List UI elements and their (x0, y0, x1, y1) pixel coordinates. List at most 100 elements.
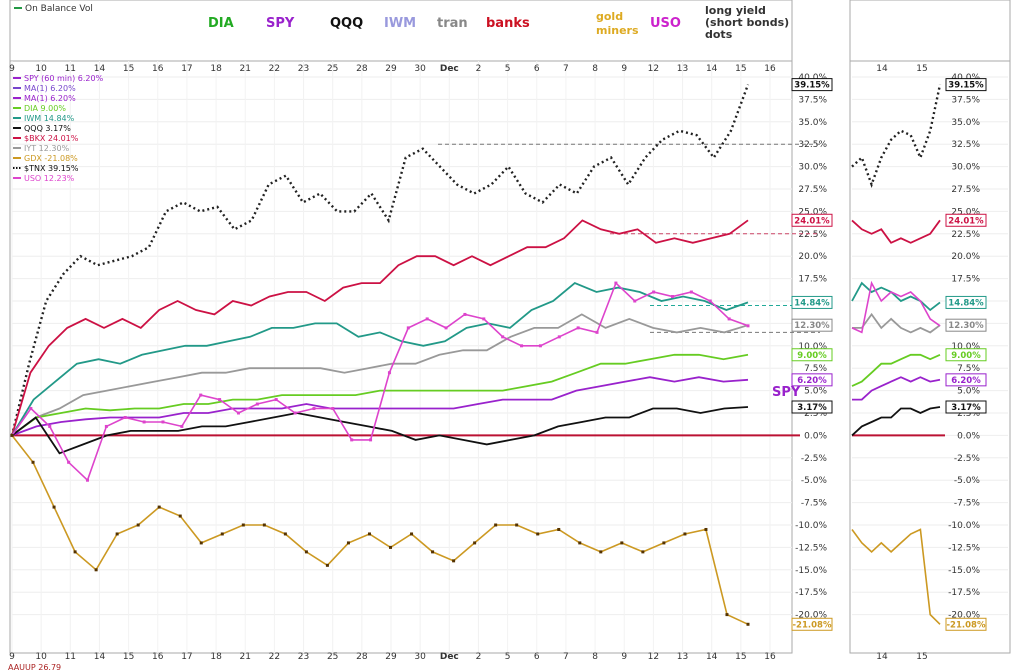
x-tick-label: Dec (440, 652, 459, 662)
badge-box (791, 295, 833, 309)
badge-mini-label: 9.00% (951, 351, 981, 361)
series-point-uso (746, 324, 750, 328)
badge-label: 9.00% (797, 351, 827, 361)
x-tick-label-top: 6 (534, 64, 540, 74)
x-tick-label-top: 11 (65, 64, 76, 74)
legend-item: USO 12.23% (24, 174, 75, 183)
x-tick-label-top: 15 (735, 64, 746, 74)
mini-series-line-iyt (852, 312, 941, 334)
y-tick-label: 2.5% (804, 409, 827, 419)
y-tick-label-mini: 32.5% (951, 140, 980, 150)
series-point-uso (236, 411, 240, 415)
series-point-uso (29, 407, 33, 411)
legend-item: $BKX 24.01% (24, 134, 79, 143)
x-tick-label: 5 (505, 652, 511, 662)
x-tick-label: 2 (476, 652, 482, 662)
y-tick-label-mini: -7.5% (954, 499, 981, 509)
series-point-uso (104, 424, 108, 428)
x-tick-label: 13 (677, 652, 688, 662)
series-point-gdx (557, 527, 561, 531)
badge-label: 12.30% (794, 321, 830, 331)
x-axis: 9910101111141415151616171718182121222223… (9, 64, 776, 662)
x-tick-label-mini: 15 (916, 652, 927, 662)
series-point-uso (293, 411, 297, 415)
x-tick-label-top: 16 (152, 64, 164, 74)
x-tick-label-mini-top: 15 (916, 64, 927, 74)
legend: SPY (60 min) 6.20%MA(1) 6.20%MA(1) 6.20%… (13, 74, 104, 183)
series-point-gdx (325, 563, 329, 567)
y-tick-label: 32.5% (798, 140, 827, 150)
y-tick-label-mini: 10.0% (951, 342, 980, 352)
x-tick-label: 15 (735, 652, 746, 662)
series-line-qqq (11, 406, 749, 455)
badge-mini-box (945, 78, 987, 92)
series-point-gdx (367, 532, 371, 536)
x-tick-label-top: 13 (677, 64, 688, 74)
mini-series-line-qqq (851, 406, 941, 437)
badge-label: 3.17% (797, 403, 827, 413)
x-tick-label-top: 28 (356, 64, 368, 74)
series-point-uso (708, 299, 712, 303)
x-tick-label: 16 (764, 652, 776, 662)
series-point-uso (425, 317, 429, 321)
badge-mini-label: 6.20% (951, 376, 981, 386)
badge-mini-label: 24.01% (948, 216, 984, 226)
series-point-gdx (746, 622, 750, 626)
x-tick-label: 30 (414, 652, 426, 662)
y-tick-label: 10.0% (798, 342, 827, 352)
x-tick-label: 11 (65, 652, 76, 662)
x-tick-label: 28 (356, 652, 368, 662)
x-tick-label-top: 8 (592, 64, 598, 74)
series-point-uso (689, 290, 693, 294)
x-tick-label-top: 9 (621, 64, 627, 74)
y-tick-label: -2.5% (801, 454, 828, 464)
series-label-dia: DIA (208, 16, 234, 31)
x-tick-label: 18 (210, 652, 222, 662)
series-point-gdx (515, 523, 519, 527)
series-point-uso (161, 420, 165, 424)
legend-item: $TNX 39.15% (24, 164, 79, 173)
badge-mini-box (945, 400, 987, 414)
series-label-gold2: miners (596, 24, 639, 37)
badge-box (791, 400, 833, 414)
series-point-uso (652, 290, 656, 294)
y-tick-label: 40.0% (798, 73, 827, 83)
series-label-ly2: (short bonds) (705, 16, 789, 29)
mini-series-line-uso (851, 280, 941, 334)
series-point-gdx (494, 523, 498, 527)
x-tick-label-top: 5 (505, 64, 511, 74)
y-tick-label-mini: 5.0% (957, 387, 980, 397)
y-tick-label: -10.0% (795, 521, 827, 531)
y-tick-label-mini: 35.0% (951, 118, 980, 128)
series-point-gdx (704, 527, 708, 531)
series-point-gdx (431, 550, 435, 554)
series-point-gdx (10, 433, 14, 437)
series-point-uso (482, 317, 486, 321)
legend-item: GDX -21.08% (24, 154, 78, 163)
series-point-uso (387, 371, 391, 375)
series-point-gdx (304, 550, 308, 554)
series-point-gdx (473, 541, 477, 545)
series-line-bkx (11, 219, 749, 436)
x-tick-label-top: 14 (706, 64, 718, 74)
badge-box (791, 78, 833, 92)
series-point-gdx (536, 532, 540, 536)
legend-item: QQQ 3.17% (24, 124, 71, 133)
series-point-gdx (115, 532, 119, 536)
x-tick-label-top: 7 (563, 64, 569, 74)
y-tick-label-mini: 30.0% (951, 163, 980, 173)
series-point-uso (180, 424, 184, 428)
series-point-gdx (725, 613, 729, 617)
x-tick-label-top: 14 (94, 64, 106, 74)
y-tick-label: 25.0% (798, 207, 827, 217)
badge-mini-label: 12.30% (948, 321, 984, 331)
y-tick-label-mini: -10.0% (948, 521, 980, 531)
y-tick-label-mini: 22.5% (951, 230, 980, 240)
series-point-uso (369, 438, 373, 442)
series-line-iyt (11, 313, 749, 437)
series-point-uso (48, 424, 52, 428)
series-label-qqq: QQQ (330, 16, 363, 31)
x-tick-label-top: 29 (385, 64, 397, 74)
spy-annotation: SPY (772, 385, 801, 400)
